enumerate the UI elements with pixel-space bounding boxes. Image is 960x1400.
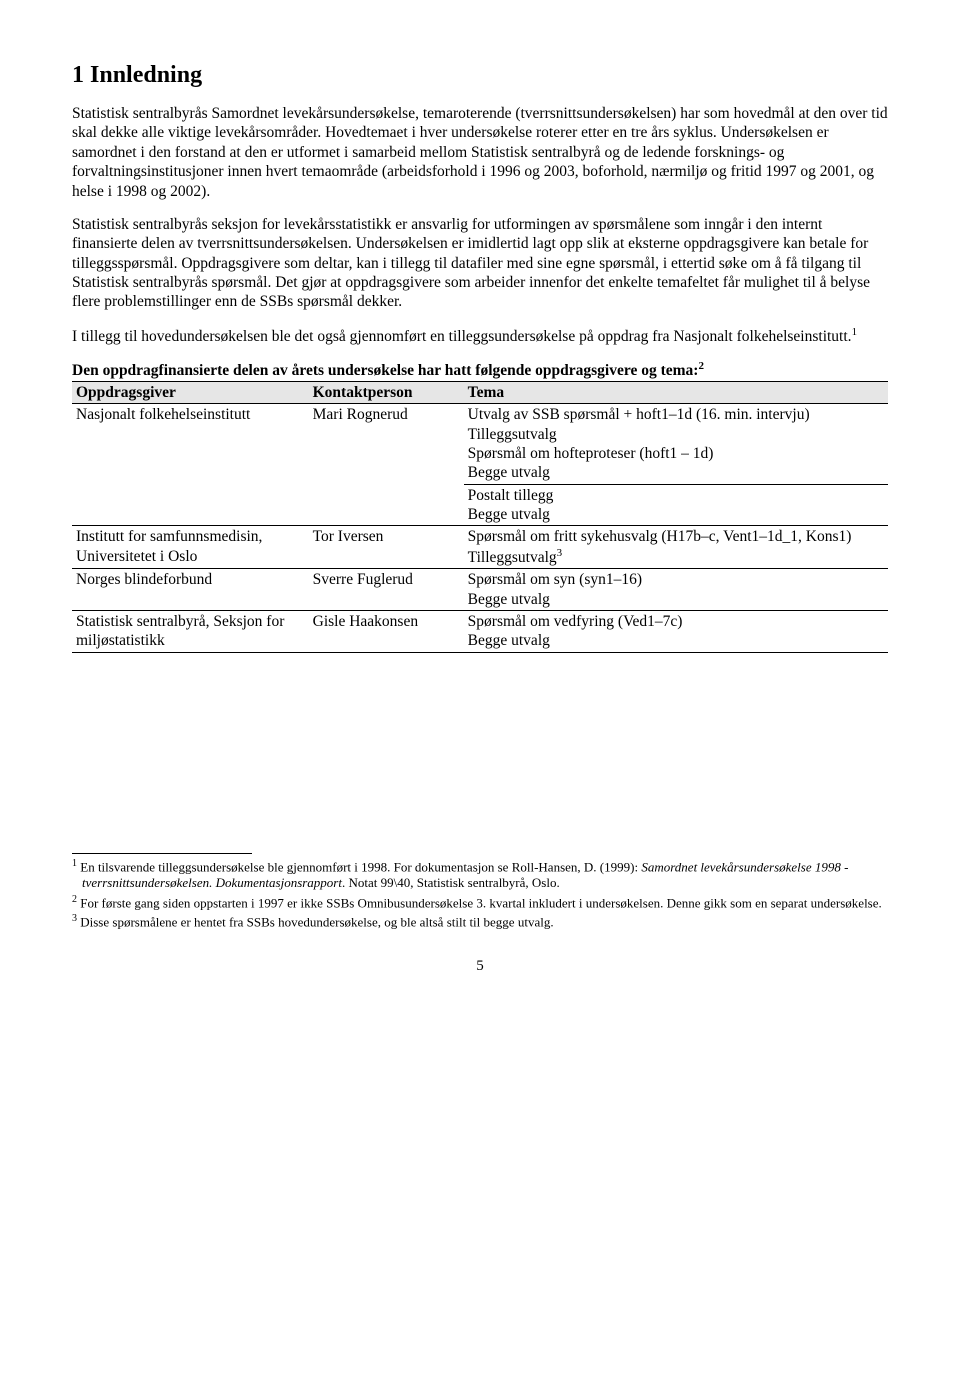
page-heading: 1 Innledning <box>72 60 888 90</box>
cell-kontaktperson: Tor Iversen <box>309 526 464 569</box>
table-row: Statistisk sentralbyrå, Seksjon for milj… <box>72 611 888 653</box>
footnote-2-text: For første gang siden oppstarten i 1997 … <box>77 895 882 910</box>
paragraph-3-text: I tillegg til hovedundersøkelsen ble det… <box>72 328 852 345</box>
cell-tema: Spørsmål om vedfyring (Ved1–7c)Begge utv… <box>464 611 888 653</box>
col-header-kontaktperson: Kontaktperson <box>309 381 464 403</box>
cell-kontaktperson: Mari Rognerud <box>309 404 464 526</box>
cell-tema: Utvalg av SSB spørsmål + hoft1–1d (16. m… <box>464 404 888 526</box>
table-row: Institutt for samfunnsmedisin, Universit… <box>72 526 888 569</box>
table-header-row: Oppdragsgiver Kontaktperson Tema <box>72 381 888 403</box>
col-header-tema: Tema <box>464 381 888 403</box>
cell-oppdragsgiver: Norges blindeforbund <box>72 569 309 611</box>
table-lead: Den oppdragfinansierte delen av årets un… <box>72 360 888 381</box>
paragraph-1: Statistisk sentralbyrås Samordnet levekå… <box>72 104 888 201</box>
sponsors-table: Oppdragsgiver Kontaktperson Tema Nasjona… <box>72 381 888 653</box>
paragraph-3: I tillegg til hovedundersøkelsen ble det… <box>72 326 888 347</box>
footnote-1-text-b: . Notat 99\40, Statistisk sentralbyrå, O… <box>342 875 560 890</box>
cell-tema: Spørsmål om fritt sykehusvalg (H17b–c, V… <box>464 526 888 569</box>
footnote-1: 1 En tilsvarende tilleggsundersøkelse bl… <box>72 858 888 892</box>
cell-tema-text: Spørsmål om fritt sykehusvalg (H17b–c, V… <box>468 528 852 566</box>
cell-tema-bot: Postalt tilleggBegge utvalg <box>464 485 888 526</box>
cell-kontaktperson: Sverre Fuglerud <box>309 569 464 611</box>
footnotes: 1 En tilsvarende tilleggsundersøkelse bl… <box>72 858 888 931</box>
footnote-ref-3: 3 <box>557 547 563 559</box>
footnote-3: 3 Disse spørsmålene er hentet fra SSBs h… <box>72 913 888 931</box>
footnote-2: 2 For første gang siden oppstarten i 199… <box>72 894 888 912</box>
cell-tema: Spørsmål om syn (syn1–16)Begge utvalg <box>464 569 888 611</box>
page-number: 5 <box>72 957 888 976</box>
cell-oppdragsgiver: Nasjonalt folkehelseinstitutt <box>72 404 309 526</box>
cell-oppdragsgiver: Statistisk sentralbyrå, Seksjon for milj… <box>72 611 309 653</box>
cell-kontaktperson: Gisle Haakonsen <box>309 611 464 653</box>
cell-tema-top: Utvalg av SSB spørsmål + hoft1–1d (16. m… <box>464 404 888 485</box>
table-lead-text: Den oppdragfinansierte delen av årets un… <box>72 362 698 379</box>
paragraph-2: Statistisk sentralbyrås seksjon for leve… <box>72 215 888 312</box>
footnote-3-text: Disse spørsmålene er hentet fra SSBs hov… <box>77 915 554 930</box>
col-header-oppdragsgiver: Oppdragsgiver <box>72 381 309 403</box>
table-row: Norges blindeforbund Sverre Fuglerud Spø… <box>72 569 888 611</box>
footnote-separator <box>72 853 252 854</box>
cell-oppdragsgiver: Institutt for samfunnsmedisin, Universit… <box>72 526 309 569</box>
table-row: Nasjonalt folkehelseinstitutt Mari Rogne… <box>72 404 888 526</box>
footnote-1-text-a: En tilsvarende tilleggsundersøkelse ble … <box>77 859 641 874</box>
footnote-ref-2: 2 <box>698 360 704 372</box>
footnote-ref-1: 1 <box>852 326 858 338</box>
